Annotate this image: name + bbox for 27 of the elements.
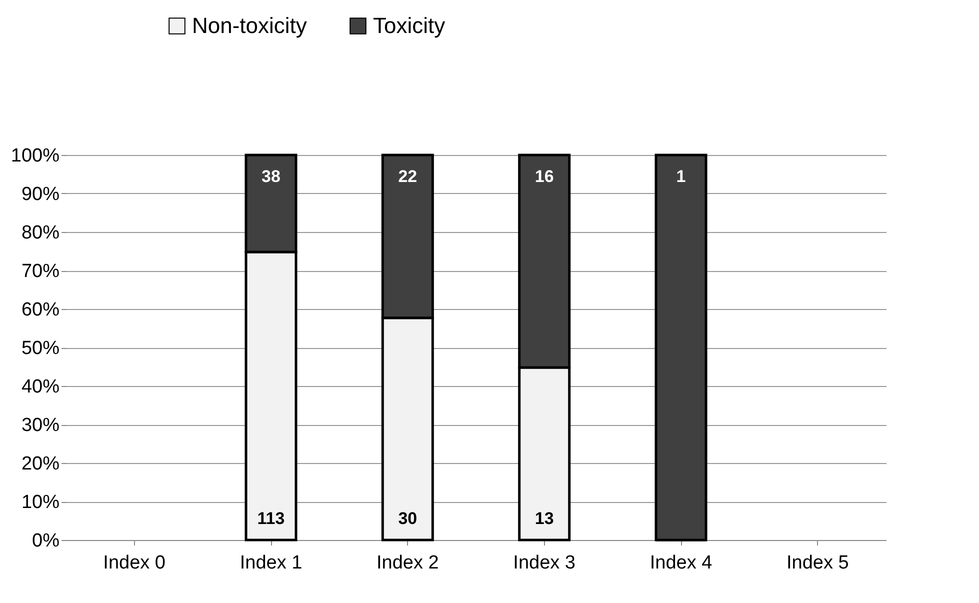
annotation: 13: [534, 509, 554, 528]
y-tick-label: 100%: [10, 146, 60, 166]
legend-label: Toxicity: [373, 13, 446, 38]
y-tick-label: 40%: [21, 376, 60, 398]
y-tick-label: 10%: [21, 492, 60, 513]
annotation: 38: [262, 167, 280, 186]
y-tick-label: 80%: [21, 222, 60, 244]
x-tick-label: Index 5: [786, 552, 849, 574]
x-tick-label: Index 3: [513, 552, 576, 574]
legend-label: Non-toxicity: [192, 13, 307, 38]
x-tick-label: Index 0: [103, 552, 166, 574]
x-tick-label: Index 4: [650, 552, 713, 574]
x-tick-label: Index 2: [376, 552, 439, 574]
bar: [654, 154, 708, 542]
y-tick-label: 20%: [21, 454, 60, 474]
annotation: 30: [398, 509, 418, 528]
y-tick-label: 30%: [21, 415, 60, 436]
y-tick-label: 60%: [21, 300, 60, 320]
y-tick-label: 70%: [21, 261, 60, 282]
x-tick-label: Index 1: [240, 552, 302, 574]
annotation: 113: [257, 509, 285, 528]
y-tick-label: 0%: [32, 530, 60, 552]
annotation: 22: [398, 167, 418, 186]
y-tick-label: 50%: [21, 338, 60, 359]
y-tick-label: 90%: [21, 184, 60, 205]
annotation: 1: [676, 167, 686, 186]
annotation: 16: [534, 167, 554, 186]
